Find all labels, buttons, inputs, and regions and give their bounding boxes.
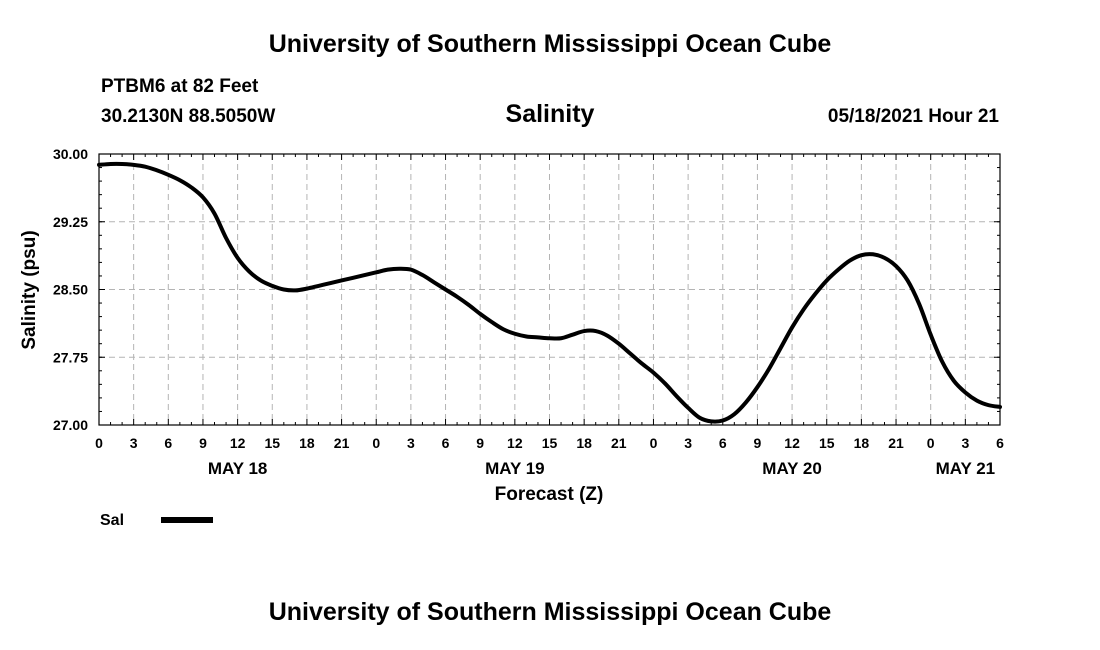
page-title-top: University of Southern Mississippi Ocean…: [268, 30, 832, 58]
x-tick-label: 12: [230, 435, 246, 451]
grid-lines: [99, 154, 1000, 425]
x-tick-label: 3: [684, 435, 692, 451]
y-tick-label: 30.00: [53, 146, 88, 162]
day-label: MAY 19: [485, 459, 545, 478]
x-tick-label: 15: [264, 435, 280, 451]
day-label: MAY 21: [936, 459, 996, 478]
x-tick-label: 15: [819, 435, 835, 451]
station-label: PTBM6 at 82 Feet: [101, 76, 259, 97]
series-line-sal: [97, 161, 1002, 424]
x-tick-label: 18: [299, 435, 315, 451]
chart-title: Salinity: [505, 100, 595, 128]
x-tick-label: 21: [888, 435, 904, 451]
station-coordinates: 30.2130N 88.5050W: [101, 106, 276, 127]
x-tick-label: 0: [95, 435, 103, 451]
x-tick-label: 18: [576, 435, 592, 451]
x-tick-label: 12: [507, 435, 523, 451]
y-tick-label: 29.25: [53, 214, 88, 230]
x-axis-label: Forecast (Z): [495, 484, 604, 505]
x-tick-label: 15: [542, 435, 558, 451]
x-tick-label: 9: [476, 435, 484, 451]
x-tick-label: 6: [996, 435, 1004, 451]
forecast-datetime: 05/18/2021 Hour 21: [827, 106, 999, 127]
x-tick-label: 21: [334, 435, 350, 451]
y-tick-label: 28.50: [53, 282, 88, 298]
axis-labels: 0 3 6 9 12 15 18 21 0 3 6 9 12 15 18 21 0 3 6 9 12 15 18 21 0 3 6 2…: [53, 146, 1004, 478]
x-tick-label: 12: [784, 435, 800, 451]
x-tick-label: 3: [130, 435, 138, 451]
y-tick-label: 27.00: [53, 417, 88, 433]
x-tick-label: 21: [611, 435, 627, 451]
x-tick-label: 18: [854, 435, 870, 451]
day-label: MAY 20: [762, 459, 822, 478]
x-tick-label: 9: [199, 435, 207, 451]
x-tick-label: 6: [442, 435, 450, 451]
x-tick-label: 3: [961, 435, 969, 451]
legend-label-sal: Sal: [100, 512, 124, 529]
x-tick-label: 6: [164, 435, 172, 451]
y-axis-label: Salinity (psu): [19, 230, 40, 349]
y-tick-label: 27.75: [53, 349, 88, 365]
plot-frame: [98, 153, 1001, 426]
page-title-bottom: University of Southern Mississippi Ocean…: [268, 598, 832, 626]
x-tick-label: 0: [927, 435, 935, 451]
x-tick-label: 0: [372, 435, 380, 451]
x-tick-label: 0: [650, 435, 658, 451]
x-tick-label: 6: [719, 435, 727, 451]
day-label: MAY 18: [208, 459, 268, 478]
x-tick-label: 3: [407, 435, 415, 451]
x-tick-label: 9: [754, 435, 762, 451]
